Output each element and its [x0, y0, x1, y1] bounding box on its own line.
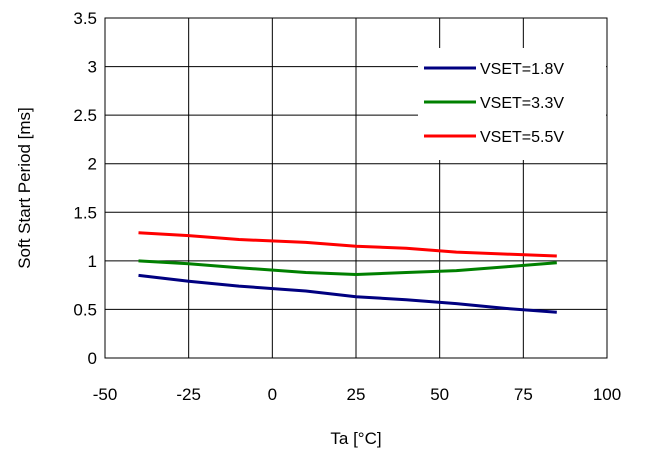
x-tick-labels: -50 -25 0 25 50 75 100 [93, 385, 621, 404]
x-axis-title: Ta [°C] [330, 429, 381, 448]
legend: VSET=1.8V VSET=3.3V VSET=5.5V [418, 48, 606, 160]
legend-label-2: VSET=3.3V [480, 95, 564, 112]
y-tick-label: 3.5 [73, 9, 97, 28]
x-tick-label: 75 [514, 385, 533, 404]
y-tick-label: 1 [88, 252, 97, 271]
plot-frame [104, 17, 608, 359]
y-tick-labels: 0 0.5 1 1.5 2 2.5 3 3.5 [73, 9, 97, 368]
x-tick-label: -50 [93, 385, 118, 404]
x-tick-label: -25 [176, 385, 201, 404]
y-axis-title: Soft Start Period [ms] [15, 107, 34, 269]
x-tick-label: 50 [430, 385, 449, 404]
x-tick-label: 0 [268, 385, 277, 404]
y-tick-label: 0.5 [73, 300, 97, 319]
y-tick-label: 1.5 [73, 203, 97, 222]
series-line-3 [138, 231, 557, 258]
x-tick-label: 25 [347, 385, 366, 404]
legend-label-3: VSET=5.5V [480, 129, 564, 146]
y-tick-label: 3 [88, 58, 97, 77]
series-line-1 [138, 273, 557, 314]
x-tick-label: 100 [593, 385, 621, 404]
y-tick-label: 2.5 [73, 106, 97, 125]
legend-label-1: VSET=1.8V [480, 61, 564, 78]
y-tick-label: 2 [88, 155, 97, 174]
series-layer [138, 231, 557, 314]
series-line-2 [138, 259, 557, 276]
y-tick-label: 0 [88, 349, 97, 368]
